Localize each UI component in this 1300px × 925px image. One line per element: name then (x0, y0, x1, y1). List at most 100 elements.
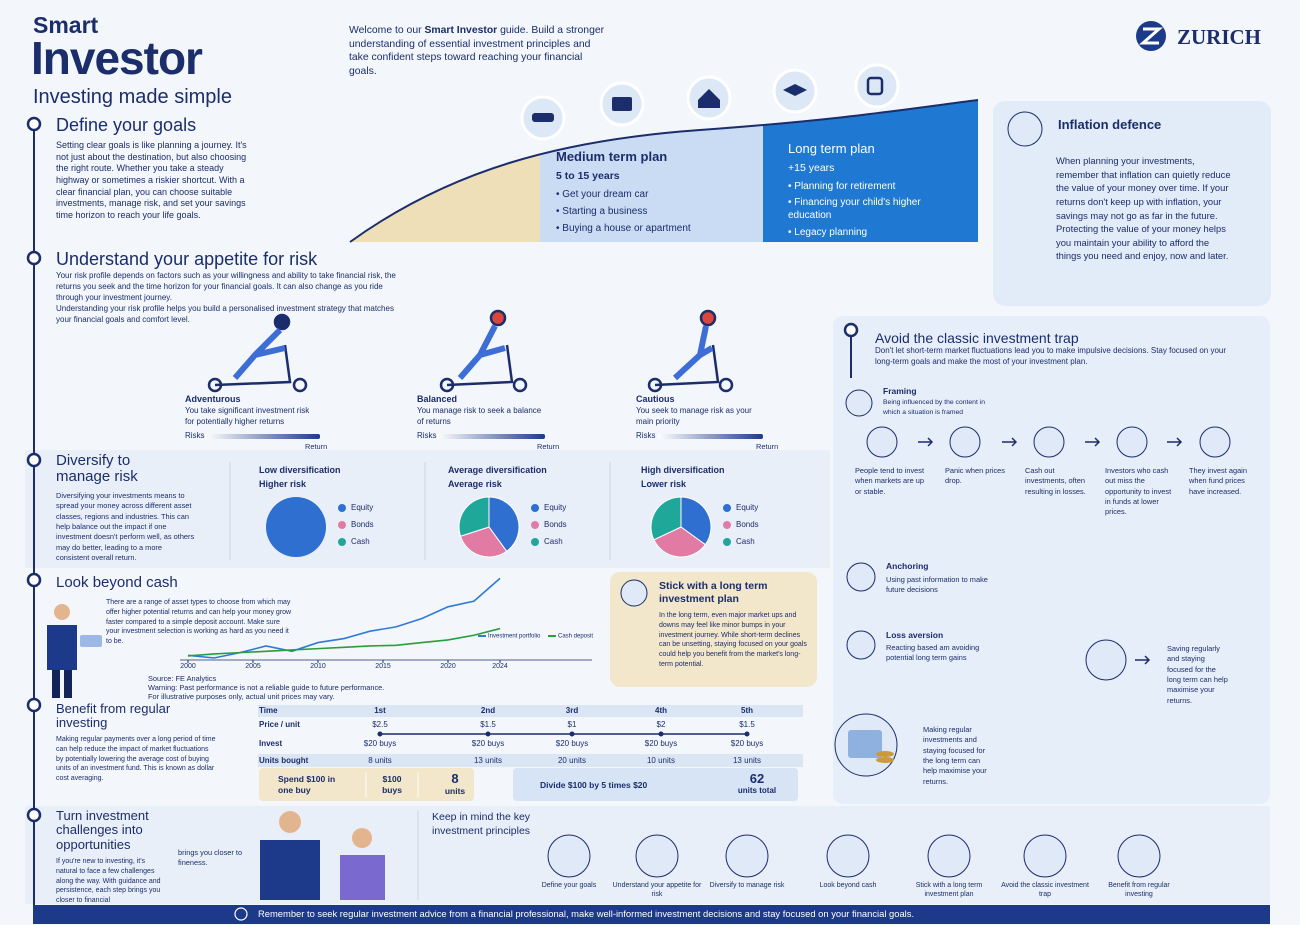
legend-label: Investment portfolio (488, 634, 541, 640)
shape (26, 697, 42, 713)
risks-label: Risks (417, 431, 437, 440)
principle-label: Understand your appetite for risk (612, 882, 702, 899)
return-label: Return (305, 442, 328, 451)
shape (273, 313, 291, 331)
journey-area (350, 154, 540, 242)
table-row-label: Price / unit (259, 720, 300, 729)
intro-text: guide. Build a stronger understanding of… (349, 25, 605, 77)
section-title: Benefit from regular investing (56, 701, 171, 731)
shape (26, 572, 42, 588)
principles-title: Keep in mind the key investment principl… (432, 811, 531, 837)
shape (80, 635, 102, 647)
summary-text: Divide $100 by 5 times $20 (540, 780, 648, 790)
shape (54, 604, 70, 620)
shape (1135, 655, 1151, 665)
legend-label: Cash (351, 537, 370, 546)
footer-bar (33, 905, 1270, 924)
shape (258, 754, 803, 767)
legend-swatch (531, 504, 539, 512)
brand-main: Investor (31, 32, 203, 84)
shape (532, 113, 554, 122)
panel-title: Inflation defence (1058, 117, 1162, 132)
return-label: Return (756, 442, 779, 451)
legend-label: Bonds (736, 520, 759, 529)
table-cell: $20 buys (471, 739, 505, 748)
source: Source: FE Analytics (148, 674, 217, 683)
legend-swatch (723, 521, 731, 529)
table-cell: $2.5 (372, 720, 388, 729)
shape (437, 434, 545, 439)
pie-slice (266, 497, 326, 557)
table-cell: 10 units (646, 756, 676, 765)
shape (854, 63, 900, 109)
shape (513, 768, 798, 801)
shape (1085, 437, 1101, 447)
pie-slice (488, 496, 520, 552)
tagline: Investing made simple (33, 86, 232, 108)
shape (214, 344, 292, 387)
trap-step: Panic when prices drop. (945, 466, 1005, 486)
table-header: 5th (741, 706, 753, 715)
shape (47, 625, 77, 670)
table-row-label: Invest (259, 739, 283, 748)
x-tick-label: 2024 (492, 663, 508, 670)
table-cell: $1.5 (739, 720, 755, 729)
legend-swatch (338, 521, 346, 529)
shape (744, 731, 750, 737)
profile-text: You seek to manage risk as your main pri… (636, 406, 752, 426)
legend-swatch (531, 538, 539, 546)
legend-label: Cash deposit (558, 634, 593, 640)
risks-label: Risks (636, 431, 656, 440)
shape (1033, 426, 1065, 458)
shape (205, 434, 320, 439)
arrows (918, 437, 1183, 665)
trap-step: Investors who cash out miss the opportun… (1105, 466, 1172, 517)
legend-label: Cash (736, 537, 755, 546)
legend-swatch (338, 504, 346, 512)
shape (698, 89, 720, 108)
shape (1002, 437, 1018, 447)
legend-label: Equity (544, 503, 566, 512)
section-text: brings you closer to fineness. (178, 848, 243, 868)
legend-label: Bonds (544, 520, 567, 529)
shape (446, 344, 514, 387)
footer-text: Remember to seek regular investment advi… (258, 908, 915, 919)
chart-title: High diversification (641, 465, 725, 475)
table-cell: 13 units (732, 756, 762, 765)
profile-text: You manage risk to seek a balance of ret… (417, 406, 542, 426)
shape (654, 344, 720, 387)
risk-return-bars (205, 434, 763, 439)
chart-title: Low diversification (259, 465, 341, 475)
section-title: Turn investment challenges into opportun… (56, 808, 149, 852)
shape (258, 705, 803, 717)
scooters (207, 309, 734, 393)
figures (47, 604, 894, 900)
x-tick-label: 2000 (180, 663, 196, 670)
panel-text: When planning your investments, remember… (1056, 155, 1231, 262)
shape (232, 327, 286, 380)
legend-label: Cash (544, 537, 563, 546)
table-header: Time (259, 706, 278, 715)
shape (352, 828, 372, 848)
summary-text: $100 buys (382, 774, 402, 795)
shape (876, 751, 894, 763)
plan-item: • Starting a business (556, 206, 648, 217)
table-cell: 13 units (473, 756, 503, 765)
plan-item: • Get your dream car (556, 189, 649, 200)
table-cell: $20 buys (730, 739, 764, 748)
risks-label: Risks (185, 431, 205, 440)
trap-text: Being influenced by the content in which… (883, 399, 986, 416)
trap-step: People tend to invest when markets are u… (855, 466, 925, 496)
table-cell: $20 buys (644, 739, 678, 748)
shape (512, 377, 528, 393)
plan-item: • Buying a house or apartment (556, 223, 691, 234)
shape (927, 834, 971, 878)
shape (569, 731, 575, 737)
summary-text: units total (737, 786, 777, 795)
shape (26, 807, 42, 823)
shape (949, 426, 981, 458)
panel-text: Don't let short-term market fluctuations… (875, 346, 1227, 366)
panel (610, 572, 817, 687)
